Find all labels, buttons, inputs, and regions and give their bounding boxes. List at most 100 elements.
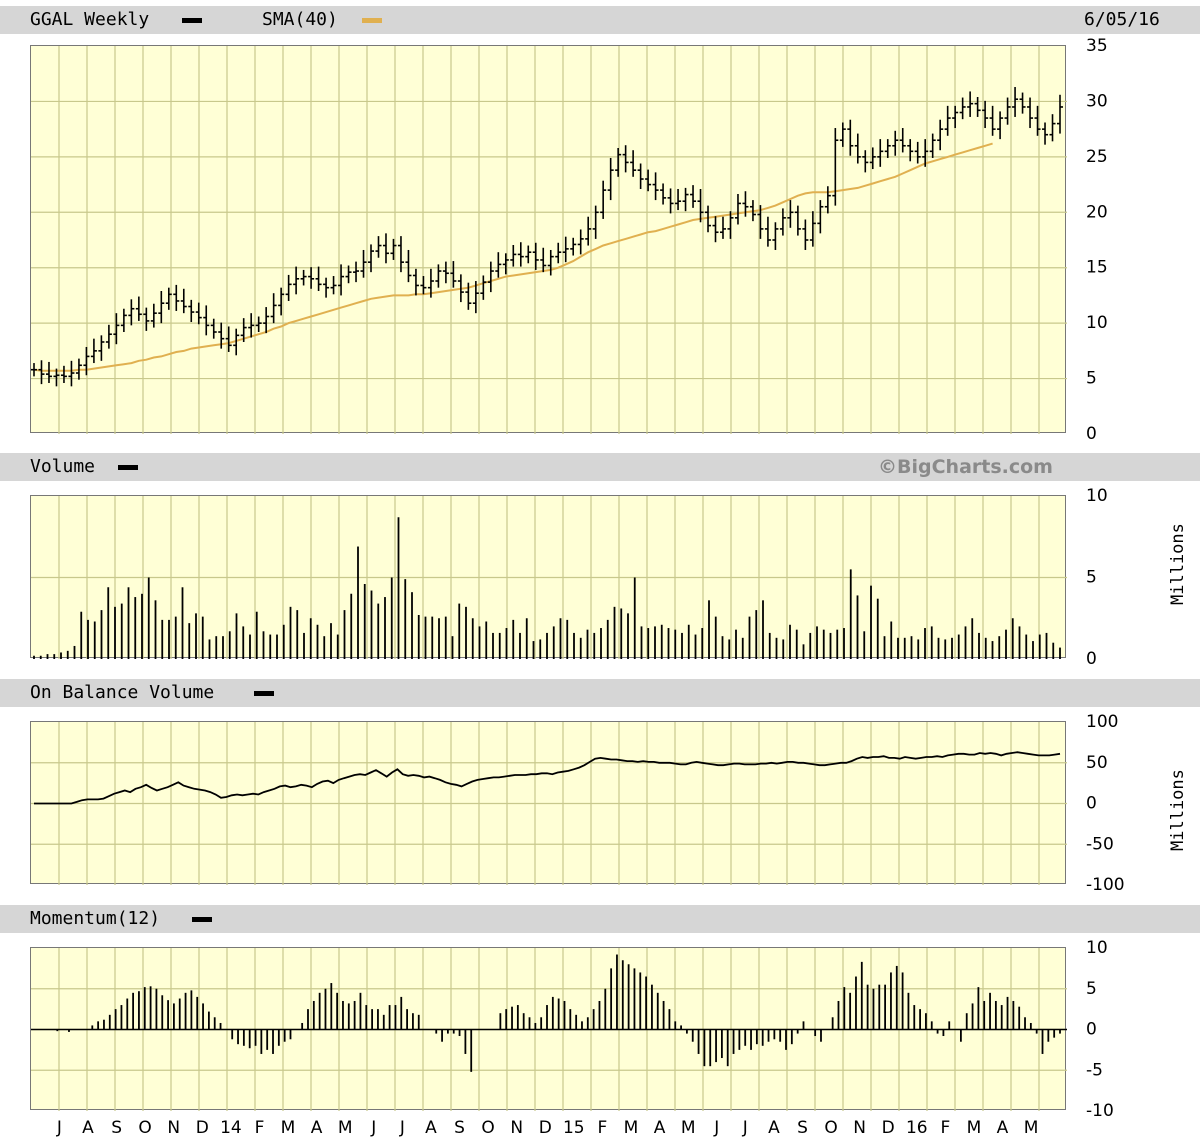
x-axis-month-label: M bbox=[624, 1118, 639, 1138]
x-axis-month-label: J bbox=[56, 1118, 62, 1138]
price-bar bbox=[907, 139, 914, 162]
x-axis-month-label: 15 bbox=[563, 1118, 585, 1138]
x-axis-month-label: F bbox=[941, 1118, 951, 1138]
symbol-label: GGAL Weekly bbox=[30, 9, 150, 30]
price-bar bbox=[45, 361, 52, 384]
price-bar bbox=[697, 189, 704, 223]
price-bar bbox=[997, 111, 1004, 140]
price-bar bbox=[585, 216, 592, 246]
price-bar bbox=[173, 284, 180, 311]
price-bar bbox=[869, 147, 876, 170]
price-bar bbox=[809, 211, 816, 247]
price-bar bbox=[914, 141, 921, 164]
obv-millions-label: Millions bbox=[1168, 769, 1188, 851]
price-bar bbox=[180, 288, 187, 314]
price-bar bbox=[120, 308, 127, 333]
price-bar bbox=[293, 266, 300, 295]
price-bar bbox=[397, 236, 404, 273]
price-bar bbox=[667, 188, 674, 214]
price-bar bbox=[854, 133, 861, 164]
obv-tick-label: 0 bbox=[1086, 794, 1097, 814]
price-bar bbox=[1027, 97, 1034, 129]
momentum-tick-label: -5 bbox=[1086, 1060, 1103, 1080]
x-axis-month-label: O bbox=[481, 1118, 494, 1138]
x-axis-month-label: M bbox=[281, 1118, 296, 1138]
x-axis-month-label: S bbox=[111, 1118, 122, 1138]
price-bar bbox=[562, 236, 569, 263]
x-axis-month-label: S bbox=[797, 1118, 808, 1138]
price-chart bbox=[31, 46, 1067, 434]
price-bar bbox=[660, 183, 667, 205]
price-bar bbox=[839, 122, 846, 147]
price-bar bbox=[210, 318, 217, 339]
price-bar bbox=[705, 205, 712, 233]
momentum-tick-label: 10 bbox=[1086, 938, 1108, 958]
price-bar bbox=[427, 268, 434, 298]
price-bar bbox=[892, 130, 899, 156]
price-bar bbox=[382, 233, 389, 264]
price-bar bbox=[105, 324, 112, 349]
obv-tick-label: -100 bbox=[1086, 875, 1125, 895]
volume-axis: Millions 0 5 10 bbox=[1086, 486, 1188, 669]
obv-chart bbox=[31, 722, 1067, 885]
price-bar bbox=[727, 211, 734, 239]
price-bar bbox=[712, 216, 719, 243]
x-axis-month-label: N bbox=[853, 1118, 866, 1138]
momentum-tick-label: 5 bbox=[1086, 979, 1097, 999]
price-bar bbox=[959, 97, 966, 120]
price-bar bbox=[68, 360, 75, 387]
x-axis-month-label: N bbox=[167, 1118, 180, 1138]
price-bar bbox=[877, 139, 884, 167]
x-axis-month-label: 16 bbox=[906, 1118, 928, 1138]
price-bar bbox=[98, 335, 105, 361]
price-bar bbox=[487, 261, 494, 293]
price-bar bbox=[982, 100, 989, 129]
price-bar bbox=[779, 208, 786, 236]
chart-date: 6/05/16 bbox=[1084, 9, 1160, 30]
x-axis-month-label: J bbox=[713, 1118, 719, 1138]
price-bar bbox=[360, 249, 367, 278]
price-bar bbox=[90, 338, 97, 364]
price-bar bbox=[368, 244, 375, 273]
x-axis-month-label: F bbox=[598, 1118, 608, 1138]
price-bar bbox=[375, 236, 382, 258]
momentum-chart bbox=[31, 948, 1067, 1111]
price-bar bbox=[195, 302, 202, 325]
price-bar bbox=[285, 274, 292, 301]
price-bar bbox=[203, 305, 210, 336]
price-bar bbox=[682, 187, 689, 212]
momentum-tick-label: -10 bbox=[1086, 1101, 1114, 1121]
x-axis-month-label: O bbox=[824, 1118, 837, 1138]
x-axis-month-label: D bbox=[539, 1118, 552, 1138]
price-bar bbox=[734, 193, 741, 225]
x-axis-month-labels: J A S O N D 14 F M A M J J A S O N D 15 F M A M J J A S O N D 16 F M A M bbox=[56, 1118, 1039, 1138]
price-bar bbox=[525, 245, 532, 264]
price-bar bbox=[1034, 105, 1041, 136]
price-tick-label: 20 bbox=[1086, 202, 1108, 222]
x-axis-month-label: A bbox=[425, 1118, 437, 1138]
price-bar bbox=[794, 205, 801, 236]
momentum-label: Momentum(12) bbox=[30, 908, 161, 929]
sma-label: SMA(40) bbox=[262, 9, 338, 30]
price-bar bbox=[1042, 122, 1049, 145]
momentum-legend-swatch bbox=[192, 917, 212, 922]
price-bar bbox=[540, 247, 547, 273]
price-bar bbox=[847, 119, 854, 156]
price-bar bbox=[772, 222, 779, 250]
price-bar bbox=[630, 150, 637, 177]
price-bar bbox=[547, 249, 554, 276]
price-tick-label: 30 bbox=[1086, 91, 1108, 111]
price-bar bbox=[233, 328, 240, 356]
price-bar bbox=[330, 276, 337, 295]
price-bar bbox=[165, 287, 172, 310]
price-tick-label: 25 bbox=[1086, 147, 1108, 167]
price-tick-label: 5 bbox=[1086, 369, 1097, 389]
price-bar bbox=[188, 299, 195, 323]
price-bar bbox=[899, 128, 906, 153]
volume-header-band: Volume ©BigCharts.com bbox=[0, 453, 1200, 481]
price-bar bbox=[1004, 97, 1011, 125]
price-bar bbox=[405, 249, 412, 283]
volume-chart bbox=[31, 496, 1067, 659]
x-axis-month-label: D bbox=[196, 1118, 209, 1138]
price-bar bbox=[308, 267, 315, 289]
